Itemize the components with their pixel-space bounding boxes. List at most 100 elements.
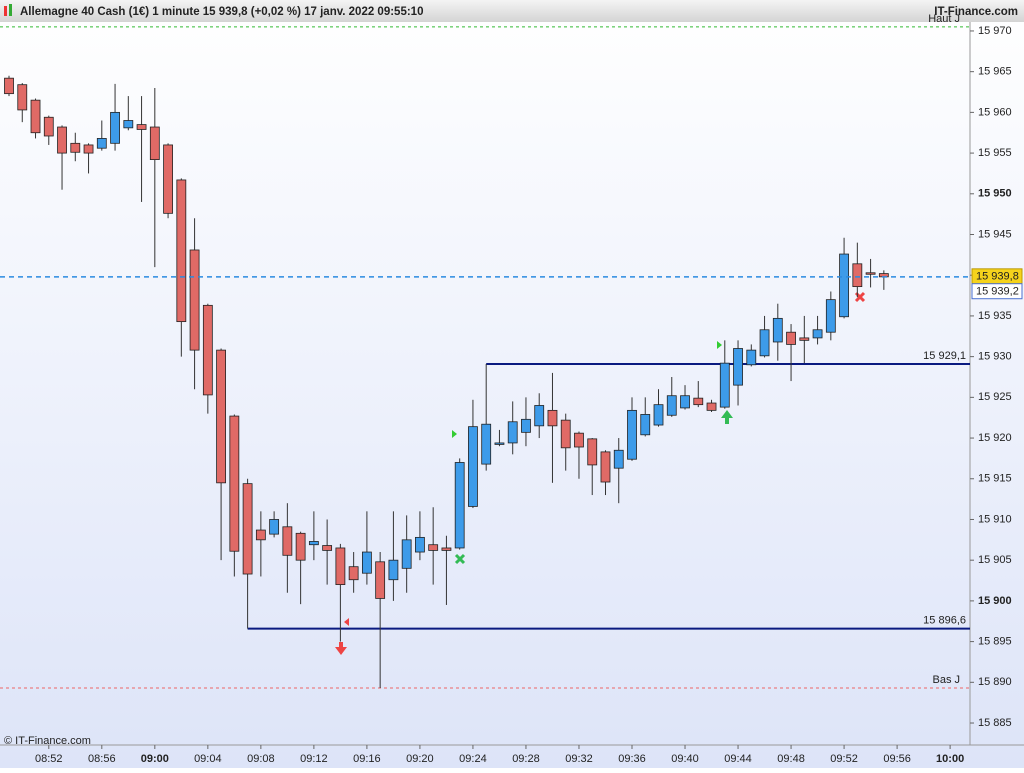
- x-tick-label: 08:52: [35, 753, 63, 765]
- x-tick-label: 09:32: [565, 753, 593, 765]
- x-tick-label: 09:48: [777, 753, 805, 765]
- candle-body: [295, 532, 306, 561]
- candle-body: [600, 451, 611, 483]
- candle-body: [772, 317, 783, 343]
- candle-body: [786, 331, 796, 345]
- candle-body: [83, 144, 94, 154]
- x-tick-label: 09:12: [300, 753, 328, 765]
- candle-body: [17, 84, 28, 111]
- x-tick-label: 09:16: [353, 753, 381, 765]
- source: IT-Finance.com: [934, 6, 1018, 18]
- copyright: © IT-Finance.com: [4, 735, 91, 747]
- candle-body: [759, 329, 770, 357]
- candle-body: [30, 99, 41, 134]
- candle-body: [57, 126, 67, 154]
- x-tick-label: 09:52: [830, 753, 858, 765]
- y-tick-label: 15 890: [978, 676, 1012, 688]
- candle-body: [202, 304, 213, 396]
- candle-body: [666, 395, 677, 416]
- candle-body: [401, 539, 412, 569]
- y-tick-label: 15 965: [978, 66, 1012, 78]
- candle-body: [640, 414, 651, 436]
- y-tick-label: 15 895: [978, 636, 1012, 648]
- y-tick-label: 15 920: [978, 432, 1012, 444]
- candle-body: [468, 426, 478, 507]
- candle-body: [454, 462, 465, 549]
- x-tick-label: 09:08: [247, 753, 275, 765]
- candle-body: [123, 120, 134, 129]
- candle-body: [70, 142, 81, 153]
- other-price-box: [971, 283, 1023, 300]
- x-tick-label: 09:24: [459, 753, 487, 765]
- x-tick-label: 09:44: [724, 753, 752, 765]
- x-tick-label: 09:56: [883, 753, 911, 765]
- candle-body: [229, 415, 240, 552]
- candle-body: [415, 536, 425, 553]
- candle-body: [733, 348, 743, 386]
- candle-body: [799, 337, 810, 341]
- y-tick-label: 15 930: [978, 351, 1012, 363]
- candle-body: [746, 349, 757, 366]
- candle-body: [269, 519, 280, 535]
- x-tick-label: 09:04: [194, 753, 222, 765]
- level-label: 15 929,1: [923, 350, 966, 362]
- candle-body: [706, 402, 717, 411]
- candle-body: [627, 409, 637, 460]
- y-tick-label: 15 900: [978, 595, 1012, 607]
- candle-body: [242, 483, 253, 575]
- y-tick-label: 15 945: [978, 228, 1012, 240]
- candle-body: [216, 349, 226, 484]
- x-tick-label: 09:28: [512, 753, 540, 765]
- candle-body: [613, 449, 624, 469]
- candle-body: [494, 442, 505, 445]
- candle-body: [865, 272, 876, 275]
- candle-body: [176, 179, 187, 323]
- candle-body: [43, 116, 54, 137]
- candle-body: [163, 144, 173, 214]
- x-tick-label: 08:56: [88, 753, 116, 765]
- day-level-label: Haut J: [928, 13, 960, 25]
- header-bar: [0, 0, 1024, 22]
- candle-body: [812, 329, 823, 339]
- candle-body: [653, 404, 664, 426]
- candle-body: [693, 397, 704, 406]
- candle-body: [481, 423, 492, 465]
- candle-body: [680, 395, 690, 409]
- x-tick-label: 10:00: [936, 753, 964, 765]
- candle-body: [507, 421, 518, 444]
- y-tick-label: 15 970: [978, 25, 1012, 37]
- candle-body: [388, 559, 399, 581]
- x-tick-label: 09:20: [406, 753, 434, 765]
- candle-body: [521, 418, 531, 433]
- y-tick-label: 15 960: [978, 106, 1012, 118]
- candle-body: [4, 77, 14, 95]
- candle-body: [428, 544, 439, 551]
- candle-body: [322, 545, 333, 551]
- candle-body: [574, 432, 584, 448]
- level-label: 15 896,6: [923, 614, 966, 626]
- candle-body: [375, 561, 386, 599]
- other-price-label: 15 939,2: [976, 286, 1019, 298]
- y-tick-label: 15 885: [978, 717, 1012, 729]
- candle-body: [825, 299, 836, 333]
- candle-body: [441, 547, 452, 551]
- last-price-label: 15 939,8: [976, 271, 1019, 283]
- candle-body: [149, 126, 160, 160]
- y-tick-label: 15 925: [978, 391, 1012, 403]
- x-tick-label: 09:36: [618, 753, 646, 765]
- candle-body: [335, 547, 346, 586]
- y-tick-label: 15 950: [978, 188, 1012, 200]
- chart-title: Allemagne 40 Cash (1€) 1 minute 15 939,8…: [20, 6, 423, 18]
- candle-body: [560, 419, 571, 449]
- candle-body: [308, 541, 319, 546]
- candle-body: [189, 249, 200, 351]
- candle-body: [348, 566, 359, 581]
- candle-body: [547, 409, 558, 427]
- candle-body: [719, 362, 730, 408]
- candle-body: [587, 438, 598, 466]
- y-tick-label: 15 955: [978, 147, 1012, 159]
- logo: [4, 4, 12, 16]
